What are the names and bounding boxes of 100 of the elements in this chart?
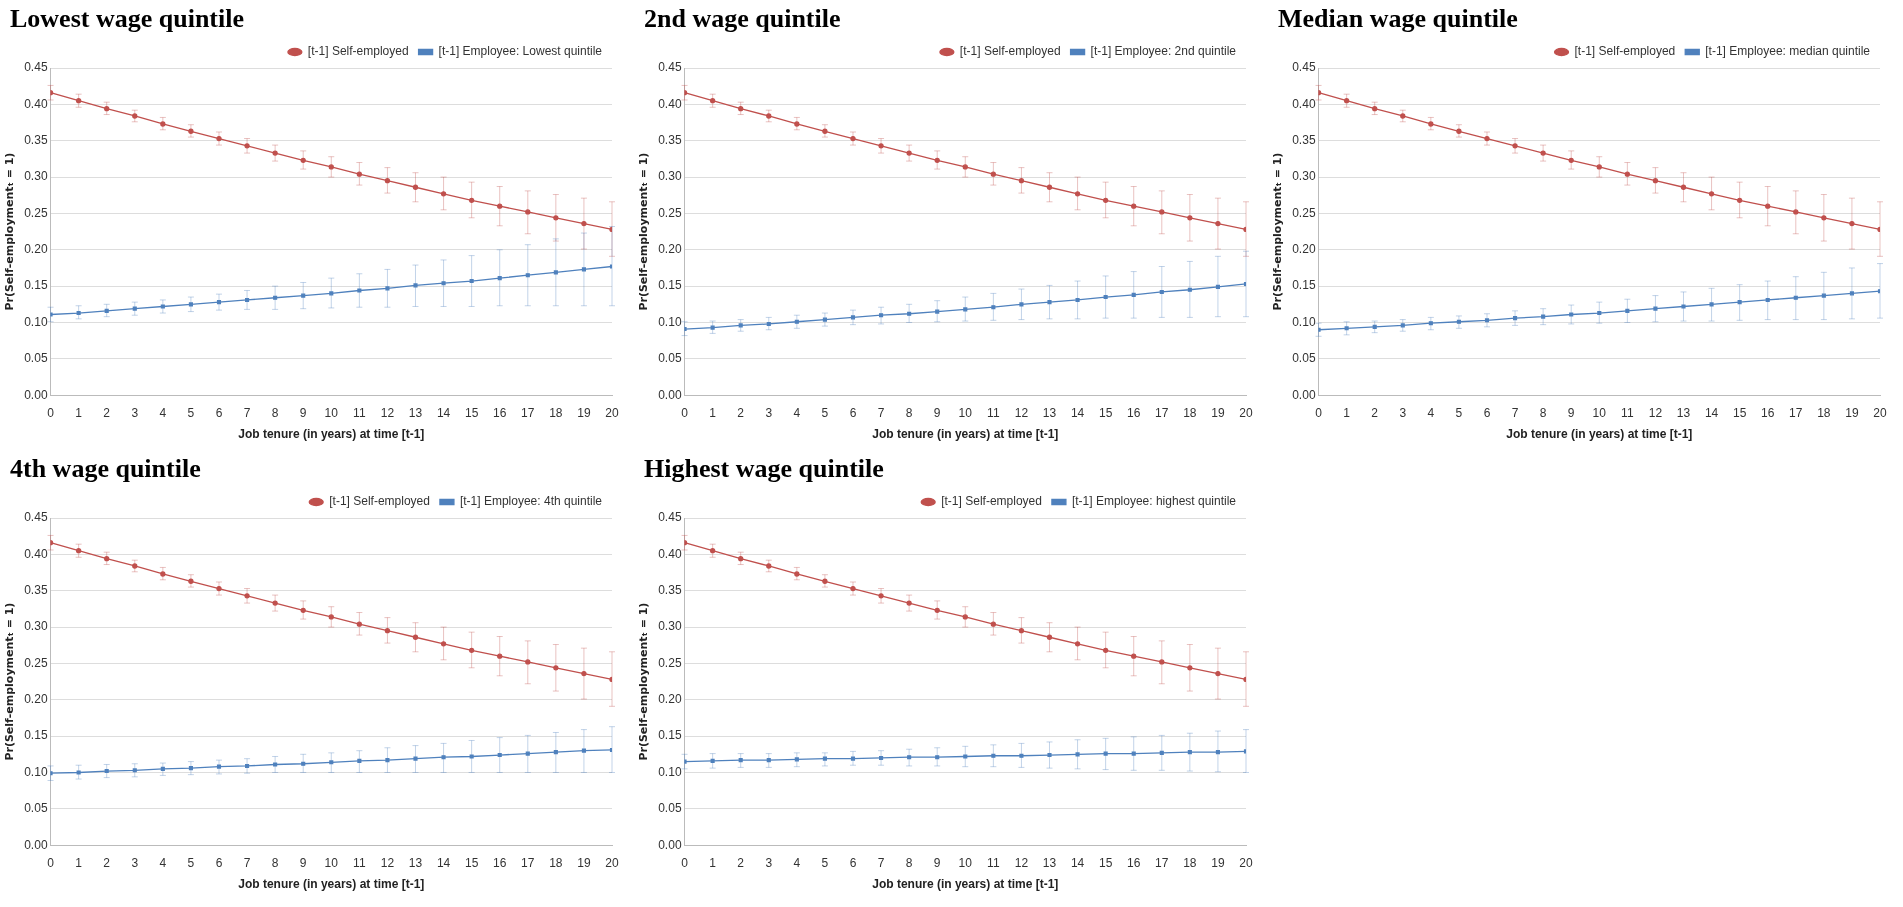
x-tick-label: 17 [1155,405,1169,420]
x-tick-label: 14 [1704,405,1719,420]
x-tick-label: 3 [1399,405,1407,420]
chart-title: 4th wage quintile [10,454,202,485]
x-tick-label: 18 [1183,405,1197,420]
x-tick-label: 17 [521,855,535,870]
x-tick-label: 11 [987,855,1000,870]
x-tick-label: 18 [549,405,563,420]
x-tick-label: 0 [681,855,689,870]
x-tick-label: 20 [605,405,619,420]
y-axis-title: Pr(Self-employmentₜ = 1) [1271,152,1285,311]
y-tick-label: 0.25 [24,205,48,220]
x-tick-label: 19 [1211,855,1225,870]
y-tick-label: 0.45 [658,510,682,525]
legend-label: [t-1] Self-employed [941,494,1042,509]
x-tick-label: 13 [1042,855,1057,870]
x-tick-label: 11 [987,405,1000,420]
x-tick-label: 20 [1239,855,1253,870]
x-tick-label: 14 [1070,405,1085,420]
x-tick-label: 16 [1761,405,1775,420]
y-tick-label: 0.15 [658,728,682,743]
x-tick-label: 10 [958,855,973,870]
x-axis-title: Job tenure (in years) at time [t-1] [238,427,425,442]
y-tick-label: 0.00 [24,387,48,402]
x-tick-label: 5 [821,855,829,870]
y-tick-label: 0.00 [24,837,48,852]
x-tick-label: 13 [1042,405,1057,420]
y-tick-label: 0.35 [658,583,682,598]
x-tick-label: 12 [1648,405,1663,420]
x-tick-label: 5 [187,855,195,870]
x-tick-label: 6 [215,405,223,420]
x-tick-label: 8 [271,855,279,870]
y-tick-label: 0.35 [24,583,48,598]
y-tick-label: 0.30 [1292,169,1316,184]
x-tick-label: 1 [1343,405,1351,420]
legend-label: [t-1] Self-employed [1574,44,1676,59]
x-tick-label: 10 [324,405,339,420]
x-tick-label: 2 [1371,405,1379,420]
x-tick-label: 9 [299,855,307,870]
x-tick-label: 20 [605,855,619,870]
legend-label: [t-1] Employee: median quintile [1705,44,1871,59]
x-tick-label: 17 [1789,405,1803,420]
x-tick-label: 7 [243,855,251,870]
x-tick-label: 13 [408,405,423,420]
y-tick-label: 0.25 [658,655,682,670]
x-tick-label: 3 [765,405,773,420]
x-tick-label: 18 [1817,405,1831,420]
legend-label: [t-1] Employee: highest quintile [1071,494,1237,509]
x-tick-label: 4 [1427,405,1435,420]
x-tick-label: 0 [47,405,55,420]
x-tick-label: 12 [380,855,395,870]
x-tick-label: 15 [1098,405,1113,420]
y-tick-label: 0.35 [658,133,682,148]
x-tick-label: 4 [159,855,167,870]
x-tick-label: 0 [47,855,55,870]
y-axis-title: Pr(Self-employmentₜ = 1) [3,152,17,311]
x-tick-label: 5 [821,405,829,420]
x-tick-label: 16 [1127,855,1141,870]
y-axis-title: Pr(Self-employmentₜ = 1) [637,152,651,311]
chart-title: 2nd wage quintile [644,4,842,35]
x-tick-label: 8 [1539,405,1547,420]
x-tick-label: 6 [849,405,857,420]
y-tick-label: 0.10 [24,314,48,329]
x-tick-label: 7 [1511,405,1519,420]
x-axis-title: Job tenure (in years) at time [t-1] [872,877,1059,892]
y-tick-label: 0.30 [658,619,682,634]
x-tick-label: 19 [577,405,591,420]
x-tick-label: 11 [353,405,366,420]
y-axis-title: Pr(Self-employmentₜ = 1) [637,602,651,761]
x-tick-label: 8 [905,855,913,870]
x-tick-label: 20 [1873,405,1887,420]
y-tick-label: 0.35 [1292,133,1316,148]
x-tick-label: 9 [1567,405,1575,420]
legend-label: [t-1] Employee: 2nd quintile [1090,44,1237,59]
legend-label: [t-1] Self-employed [959,44,1061,59]
legend-label: [t-1] Employee: Lowest quintile [438,44,603,59]
y-tick-label: 0.40 [24,546,48,561]
y-tick-label: 0.05 [24,801,48,816]
x-tick-label: 18 [549,855,563,870]
x-tick-label: 12 [1014,405,1029,420]
x-tick-label: 6 [1483,405,1491,420]
y-tick-label: 0.30 [24,169,48,184]
y-tick-label: 0.05 [658,801,682,816]
x-tick-label: 1 [75,855,83,870]
y-tick-label: 0.25 [24,655,48,670]
x-tick-label: 16 [493,855,507,870]
x-tick-label: 6 [849,855,857,870]
x-tick-label: 3 [765,855,773,870]
x-tick-label: 12 [1014,855,1029,870]
y-tick-label: 0.05 [1292,351,1316,366]
y-tick-label: 0.35 [24,133,48,148]
x-tick-label: 19 [1211,405,1225,420]
x-tick-label: 17 [521,405,535,420]
y-tick-label: 0.10 [24,764,48,779]
x-tick-label: 7 [877,855,885,870]
y-axis-title: Pr(Self-employmentₜ = 1) [3,602,17,761]
y-tick-label: 0.05 [658,351,682,366]
y-tick-label: 0.00 [1292,387,1316,402]
x-tick-label: 5 [1455,405,1463,420]
chart-title: Median wage quintile [1278,4,1519,35]
